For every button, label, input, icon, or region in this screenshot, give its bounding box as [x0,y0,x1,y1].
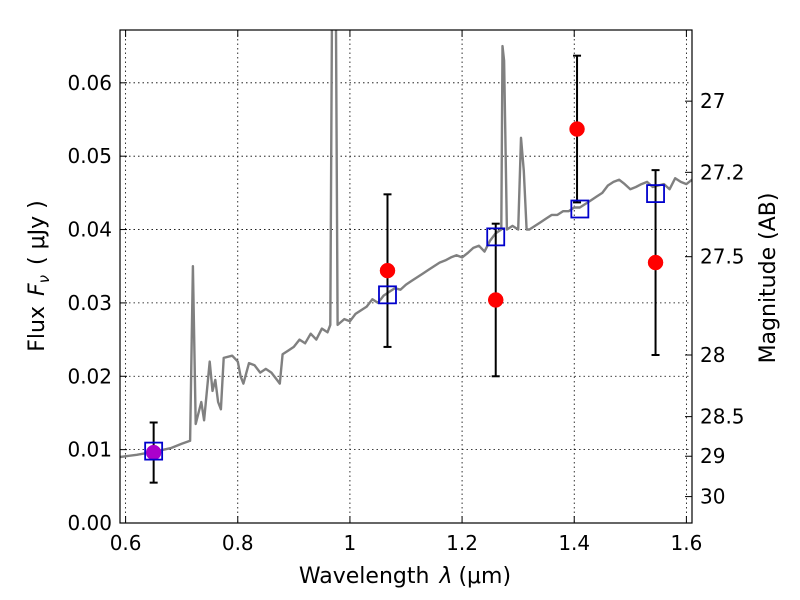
tick-labels: 0.6 0.8 1 1.2 1.4 1.6 0.00 0.01 0.02 0.03 0.04 0.05… [67,71,744,555]
y-tick-label: 0.02 [67,364,112,388]
x-tick-label: 0.6 [110,531,142,555]
y-tick-label: 0.06 [67,71,112,95]
marker-layer [144,121,665,461]
model-square [486,227,506,247]
model-square [378,285,397,305]
y-tick-label: 0.05 [67,144,112,168]
observed-point [647,254,664,271]
y-axis-label: FluxFν( μJy ) [25,200,53,351]
y2-tick-label: 27.2 [700,160,745,184]
grid-lines [120,30,692,523]
x-tick-label: 1.6 [670,531,702,555]
y2-tick-label: 27 [700,89,725,113]
x-tick-label: 1.4 [558,531,590,555]
y2-tick-label: 30 [700,485,725,509]
model-square [646,184,665,203]
observed-point [379,262,396,279]
axis-ticks [120,30,692,524]
y2-axis-label: Magnitude (AB) [756,193,781,364]
x-tick-label: 1 [344,531,357,555]
model-square [144,441,164,461]
observed-point [569,121,585,137]
spectrum-layer [120,30,692,459]
y2-tick-label: 28.5 [700,405,745,429]
y-tick-label: 0.04 [67,218,112,242]
plot-frame [119,29,693,524]
x-tick-label: 1.2 [446,531,478,555]
y2-tick-label: 28 [700,343,725,367]
observed-point-blended [145,444,162,461]
y-tick-label: 0.00 [67,511,112,535]
spectrum-line [120,30,692,459]
x-axis-label: Wavelength λ (μm) [299,564,511,589]
y-tick-label: 0.01 [67,438,112,462]
model-square [570,199,590,219]
y2-tick-label: 29 [700,444,725,468]
x-tick-label: 0.8 [222,531,254,555]
y2-tick-label: 27.5 [700,245,745,269]
y-tick-label: 0.03 [67,291,112,315]
observed-point [487,292,504,308]
